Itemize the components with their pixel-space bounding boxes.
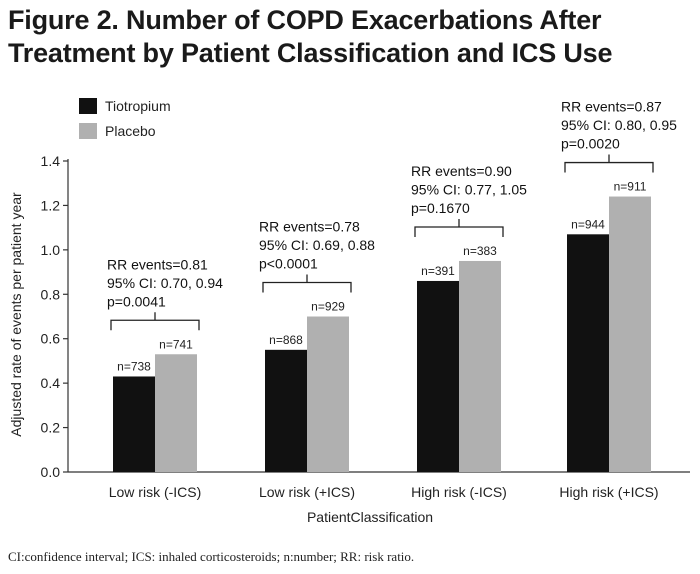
bar-placebo	[155, 354, 197, 472]
bar-placebo	[459, 260, 501, 472]
significance-bracket	[110, 312, 200, 331]
legend-swatch-tiotropium	[79, 98, 97, 114]
bar-tiotropium	[113, 376, 155, 472]
y-tick-label: 0.2	[41, 420, 61, 436]
y-tick-label: 1.0	[41, 242, 61, 258]
x-tick-label: High risk (-ICS)	[411, 484, 507, 500]
annotation-line: 95% CI: 0.80, 0.95	[561, 117, 677, 133]
bar-tiotropium	[567, 234, 609, 472]
legend-label: Tiotropium	[105, 98, 171, 114]
footnote: CI:confidence interval; ICS: inhaled cor…	[8, 549, 415, 564]
significance-bracket	[414, 218, 504, 237]
significance-bracket	[262, 274, 352, 293]
bar-n-label: n=868	[269, 333, 303, 347]
bar-tiotropium	[265, 349, 307, 472]
x-tick-label: High risk (+ICS)	[559, 484, 658, 500]
y-tick-label: 0.6	[41, 331, 61, 347]
bar-n-label: n=738	[117, 359, 151, 373]
annotation-line: p=0.1670	[411, 200, 470, 216]
bar-placebo	[307, 316, 349, 472]
annotation-line: p=0.0020	[561, 136, 620, 152]
chart-axes: 0.0 0.2 0.4 0.6 0.8 1.0 1.2 1.4 Adjusted rate of…	[8, 153, 690, 525]
y-tick-label: 1.2	[41, 197, 61, 213]
legend: Tiotropium Placebo	[79, 98, 171, 139]
bar-n-label: n=391	[421, 264, 455, 278]
annotation-line: RR events=0.81	[107, 256, 208, 272]
significance-bracket	[564, 154, 654, 173]
annotation-line: 95% CI: 0.77, 1.05	[411, 181, 527, 197]
x-tick-label: Low risk (-ICS)	[109, 484, 202, 500]
x-axis-label: PatientClassification	[307, 509, 433, 525]
bar-n-label: n=911	[614, 180, 647, 194]
annotation-line: RR events=0.87	[561, 99, 662, 115]
legend-swatch-placebo	[79, 123, 97, 139]
y-tick-label: 0.8	[41, 286, 61, 302]
bar-tiotropium	[417, 280, 459, 472]
bar-n-label: n=944	[571, 217, 605, 231]
annotation-line: 95% CI: 0.69, 0.88	[259, 237, 375, 253]
annotation-group: RR events=0.81 95% CI: 0.70, 0.94 p=0.0041…	[107, 99, 677, 331]
y-tick-label: 0.4	[41, 375, 61, 391]
annotation-line: RR events=0.78	[259, 219, 360, 235]
annotation-line: 95% CI: 0.70, 0.94	[107, 275, 223, 291]
y-tick-label: 0.0	[41, 464, 61, 480]
annotation-line: p<0.0001	[259, 256, 318, 272]
y-tick-label: 1.4	[41, 153, 61, 169]
bar-n-label: n=383	[463, 244, 497, 258]
bar-n-label: n=741	[159, 337, 193, 351]
x-tick-label: Low risk (+ICS)	[259, 484, 355, 500]
bar-placebo	[609, 196, 651, 473]
annotation-line: RR events=0.90	[411, 163, 512, 179]
bar-group: n=738 n=741 n=868 n=929 n=391 n=383 n=944 n=911	[113, 180, 651, 473]
legend-label: Placebo	[105, 123, 156, 139]
chart-title: Figure 2. Number of COPD Exacerbations A…	[8, 5, 613, 68]
bar-n-label: n=929	[311, 300, 345, 314]
annotation-line: p=0.0041	[107, 293, 166, 309]
y-axis-label: Adjusted rate of events per patient year	[8, 192, 24, 437]
